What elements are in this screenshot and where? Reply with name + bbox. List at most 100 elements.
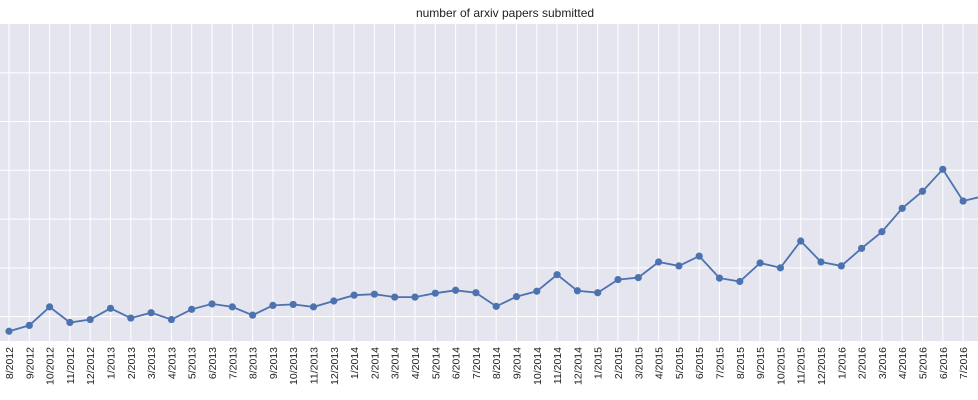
- x-tick-label: 10/2013: [288, 347, 300, 385]
- x-tick-label: 6/2013: [207, 347, 219, 379]
- x-tick-label: 9/2014: [512, 347, 524, 379]
- x-tick-label: 6/2015: [694, 347, 706, 379]
- data-point: [797, 237, 805, 245]
- x-tick-label: 12/2013: [329, 347, 341, 385]
- data-point: [918, 187, 927, 195]
- data-point: [106, 304, 115, 312]
- data-point: [553, 271, 561, 279]
- data-points: [5, 165, 967, 335]
- chart-title: number of arxiv papers submitted: [415, 6, 595, 20]
- x-tick-label: 6/2014: [451, 347, 463, 379]
- data-point: [147, 309, 155, 317]
- data-point: [350, 291, 358, 299]
- x-tick-label: 7/2015: [715, 347, 727, 379]
- x-tick-label: 12/2014: [572, 347, 584, 385]
- x-tick-label: 9/2012: [24, 347, 36, 379]
- grid-lines: [0, 24, 978, 341]
- data-point: [614, 275, 622, 284]
- data-point: [25, 321, 33, 329]
- data-point: [898, 204, 906, 212]
- x-tick-label: 5/2014: [430, 347, 442, 379]
- x-tick-label: 11/2013: [309, 347, 321, 384]
- x-tick-label: 1/2016: [836, 347, 848, 379]
- data-point: [167, 315, 175, 324]
- data-point: [370, 290, 378, 298]
- x-tick-label: 2/2014: [369, 347, 381, 379]
- data-point: [86, 315, 94, 324]
- data-point: [127, 314, 135, 322]
- x-tick-label: 9/2013: [268, 347, 280, 379]
- data-point: [573, 287, 582, 295]
- data-point: [655, 258, 663, 266]
- data-point: [391, 293, 399, 301]
- data-point: [736, 277, 744, 286]
- x-tick-label: 4/2015: [654, 347, 666, 379]
- x-tick-label: 10/2015: [775, 347, 787, 385]
- data-point: [634, 274, 642, 282]
- x-tick-label: 1/2013: [106, 347, 118, 379]
- x-tick-label: 11/2015: [796, 347, 808, 384]
- x-tick-label: 8/2012: [4, 347, 16, 379]
- data-point: [228, 303, 236, 311]
- x-tick-label: 2/2015: [613, 347, 625, 379]
- x-tick-label: 1/2015: [593, 347, 605, 379]
- x-tick-label: 5/2015: [674, 347, 686, 379]
- x-tick-label: 9/2015: [755, 347, 767, 379]
- data-point: [188, 305, 196, 313]
- x-tick-label: 1/2014: [349, 347, 361, 379]
- x-tick-label: 7/2013: [227, 347, 239, 379]
- x-tick-label: 10/2014: [532, 347, 544, 385]
- x-tick-label: 2/2013: [126, 347, 138, 379]
- data-point: [858, 244, 866, 252]
- data-point: [452, 286, 460, 294]
- data-point: [431, 289, 439, 297]
- x-tick-label: 3/2015: [633, 347, 645, 379]
- data-point: [269, 301, 277, 309]
- data-point: [837, 262, 845, 270]
- data-point: [5, 327, 13, 335]
- data-point: [959, 197, 967, 205]
- data-point: [66, 318, 74, 327]
- data-point: [289, 300, 297, 309]
- x-tick-label: 2/2016: [857, 347, 869, 379]
- x-tick-label: 8/2013: [248, 347, 260, 379]
- data-point: [715, 274, 724, 282]
- x-tick-label: 11/2012: [65, 347, 77, 384]
- data-point: [776, 264, 785, 272]
- data-point: [208, 300, 216, 308]
- data-point: [675, 262, 683, 270]
- x-tick-label: 4/2013: [166, 347, 178, 379]
- data-point: [756, 259, 764, 267]
- x-tick-label: 4/2016: [897, 347, 909, 379]
- data-point: [878, 228, 886, 236]
- x-tick-label: 4/2014: [410, 347, 422, 379]
- plot-background: [0, 24, 978, 341]
- data-point: [533, 287, 541, 295]
- data-point: [472, 289, 480, 297]
- data-point: [249, 311, 257, 319]
- x-tick-label: 3/2016: [877, 347, 889, 379]
- data-point: [46, 303, 54, 311]
- x-tick-label: 5/2016: [918, 347, 930, 379]
- x-tick-label: 12/2012: [85, 347, 97, 385]
- x-tick-label: 10/2012: [45, 347, 57, 385]
- x-tick-label: 7/2016: [958, 347, 970, 379]
- data-point: [512, 293, 521, 301]
- data-point: [817, 258, 825, 266]
- data-point: [309, 303, 318, 311]
- x-tick-label: 6/2016: [938, 347, 950, 379]
- data-point: [330, 297, 338, 305]
- data-point: [939, 165, 947, 173]
- x-tick-labels: 8/2012 9/2012 10/2012 11/2012 12/2012 1/2013 2…: [4, 347, 970, 385]
- x-tick-label: 7/2014: [471, 347, 483, 379]
- x-tick-label: 5/2013: [187, 347, 199, 379]
- data-point: [411, 293, 419, 301]
- data-point: [594, 289, 602, 297]
- x-tick-label: 8/2014: [491, 347, 503, 379]
- x-tick-label: 3/2014: [390, 347, 402, 379]
- x-tick-label: 3/2013: [146, 347, 158, 379]
- x-tick-label: 11/2014: [552, 347, 564, 384]
- data-point: [492, 302, 500, 310]
- data-point: [695, 252, 703, 260]
